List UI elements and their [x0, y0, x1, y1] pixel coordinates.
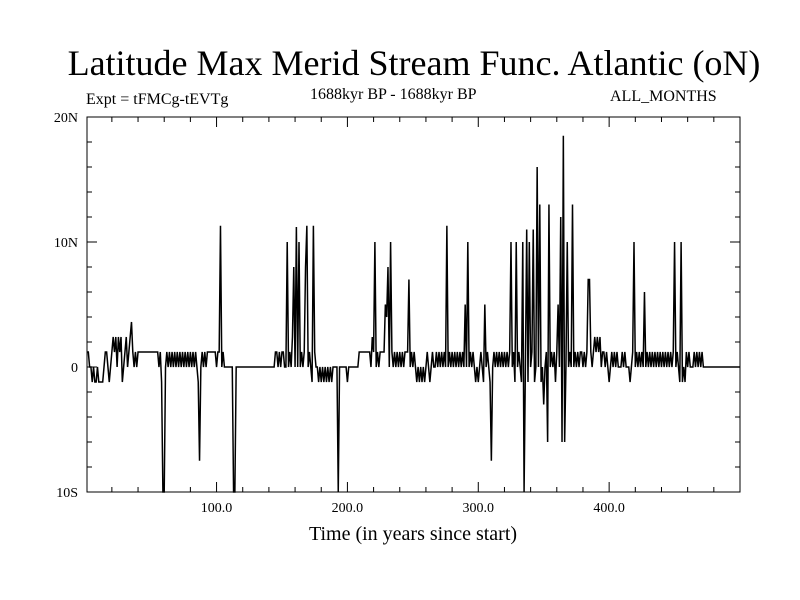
chart-title: Latitude Max Merid Stream Func. Atlantic…	[67, 43, 761, 83]
y-tick-label: 0	[71, 361, 78, 376]
x-tick-label: 400.0	[593, 501, 625, 516]
period-label: 1688kyr BP - 1688kyr BP	[310, 86, 477, 103]
y-tick-label: 20N	[54, 111, 78, 126]
tick-labels: 100.0 200.0 300.0 400.0 20N 10N 0 10S	[54, 111, 625, 516]
x-tick-label: 200.0	[332, 501, 364, 516]
series-line	[87, 135, 740, 493]
y-tick-label: 10N	[54, 236, 78, 251]
experiment-label: Expt = tFMCg-tEVTg	[86, 91, 229, 108]
months-label: ALL_MONTHS	[610, 88, 717, 105]
axis-ticks	[87, 117, 740, 492]
x-tick-label: 100.0	[201, 501, 233, 516]
x-axis-label: Time (in years since start)	[309, 523, 517, 545]
x-tick-label: 300.0	[463, 501, 495, 516]
y-tick-label: 10S	[56, 486, 78, 501]
plot-frame	[86, 116, 741, 493]
